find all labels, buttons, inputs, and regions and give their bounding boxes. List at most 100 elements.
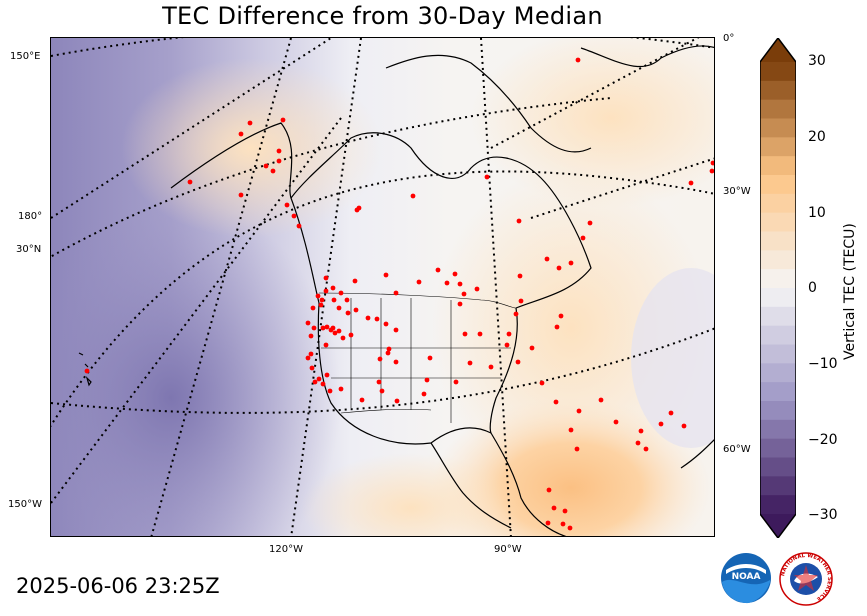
- station-marker: [263, 163, 269, 169]
- station-marker: [344, 297, 350, 303]
- station-marker: [517, 273, 523, 279]
- colorbar-tick: 30: [808, 53, 826, 69]
- station-marker: [291, 213, 297, 219]
- colorbar-bin: [760, 99, 796, 119]
- station-marker: [383, 272, 389, 278]
- positive-anomaly-alaska: [121, 58, 381, 238]
- station-marker: [435, 267, 441, 273]
- colorbar-tick: −30: [808, 507, 838, 523]
- station-marker: [427, 355, 433, 361]
- edge-label-90w: 90°W: [494, 544, 522, 555]
- station-marker: [324, 372, 330, 378]
- station-marker: [513, 311, 519, 317]
- station-marker: [546, 487, 552, 493]
- station-marker: [467, 360, 473, 366]
- station-marker: [284, 202, 290, 208]
- station-marker: [345, 310, 351, 316]
- edge-label-150w: 150°W: [8, 499, 42, 510]
- station-marker: [574, 446, 580, 452]
- negative-anomaly-pacific: [51, 198, 341, 536]
- station-marker: [315, 293, 321, 299]
- station-marker: [545, 520, 551, 526]
- station-marker: [643, 446, 649, 452]
- station-marker: [562, 508, 568, 514]
- map-canvas: [51, 38, 714, 536]
- station-marker: [385, 350, 391, 356]
- hawaii: [78, 352, 92, 387]
- station-marker: [457, 301, 463, 307]
- station-marker: [330, 325, 336, 331]
- nws-logo: NATIONAL WEATHER SERVICE: [778, 551, 834, 611]
- colorbar-tick: 20: [808, 129, 826, 145]
- colorbar-bin: [760, 419, 796, 440]
- colorbar-graphic: [759, 36, 797, 540]
- station-marker: [638, 428, 644, 434]
- graticule: [51, 38, 714, 536]
- station-marker: [359, 397, 365, 403]
- station-marker: [383, 321, 389, 327]
- station-marker: [323, 342, 329, 348]
- station-marker: [484, 174, 490, 180]
- station-marker: [515, 359, 521, 365]
- station-marker: [598, 397, 604, 403]
- station-marker: [474, 286, 480, 292]
- colorbar-bin: [760, 212, 796, 232]
- colorbar-bin: [760, 193, 796, 214]
- station-marker: [551, 505, 557, 511]
- station-marker: [658, 421, 664, 427]
- station-marker: [681, 423, 687, 429]
- tec-map: [50, 37, 715, 537]
- colorbar-bin: [760, 495, 796, 515]
- station-marker: [377, 356, 383, 362]
- station-marker: [280, 117, 286, 123]
- station-marker: [393, 327, 399, 333]
- colorbar-bin: [760, 457, 796, 477]
- noaa-logo: NOAA: [720, 552, 772, 608]
- station-marker: [613, 419, 619, 425]
- edge-label-150e: 150°E: [10, 51, 41, 62]
- station-marker: [247, 120, 253, 126]
- station-marker: [518, 298, 524, 304]
- station-marker: [416, 279, 422, 285]
- positive-anomaly-mexico: [301, 453, 521, 536]
- station-marker: [477, 331, 483, 337]
- edge-label-30w: 30°W: [723, 186, 751, 197]
- edge-label-120w: 120°W: [269, 544, 303, 555]
- station-marker: [305, 320, 311, 326]
- colorbar-bin: [760, 476, 796, 496]
- station-marker: [393, 359, 399, 365]
- station-marker: [316, 376, 322, 382]
- negative-anomaly-atlantic: [631, 268, 714, 448]
- station-marker: [462, 331, 468, 337]
- station-marker: [338, 290, 344, 296]
- station-marker: [506, 331, 512, 337]
- station-marker: [452, 271, 458, 277]
- station-marker: [324, 324, 330, 330]
- positive-anomaly-arctic: [471, 38, 714, 208]
- station-marker: [348, 332, 354, 338]
- edge-label-30n: 30°N: [16, 244, 42, 255]
- station-marker: [353, 307, 359, 313]
- station-marker: [320, 381, 326, 387]
- station-marker: [709, 168, 714, 174]
- station-marker: [668, 410, 674, 416]
- station-marker: [276, 158, 282, 164]
- station-marker: [318, 302, 324, 308]
- colorbar-bin: [760, 306, 796, 327]
- station-marker: [488, 364, 494, 370]
- colorbar-bin: [760, 401, 796, 421]
- station-marker: [310, 305, 316, 311]
- timestamp: 2025-06-06 23:25Z: [16, 574, 220, 598]
- borders: [318, 292, 517, 423]
- station-marker: [308, 351, 314, 357]
- station-marker: [539, 380, 545, 386]
- station-marker: [320, 325, 326, 331]
- station-marker: [560, 521, 566, 527]
- coastlines: [170, 45, 714, 536]
- station-marker: [309, 365, 315, 371]
- station-marker: [567, 525, 573, 531]
- chart-title: TEC Difference from 30-Day Median: [162, 2, 603, 30]
- station-marker: [327, 388, 333, 394]
- station-marker: [238, 131, 244, 137]
- station-marker: [516, 218, 522, 224]
